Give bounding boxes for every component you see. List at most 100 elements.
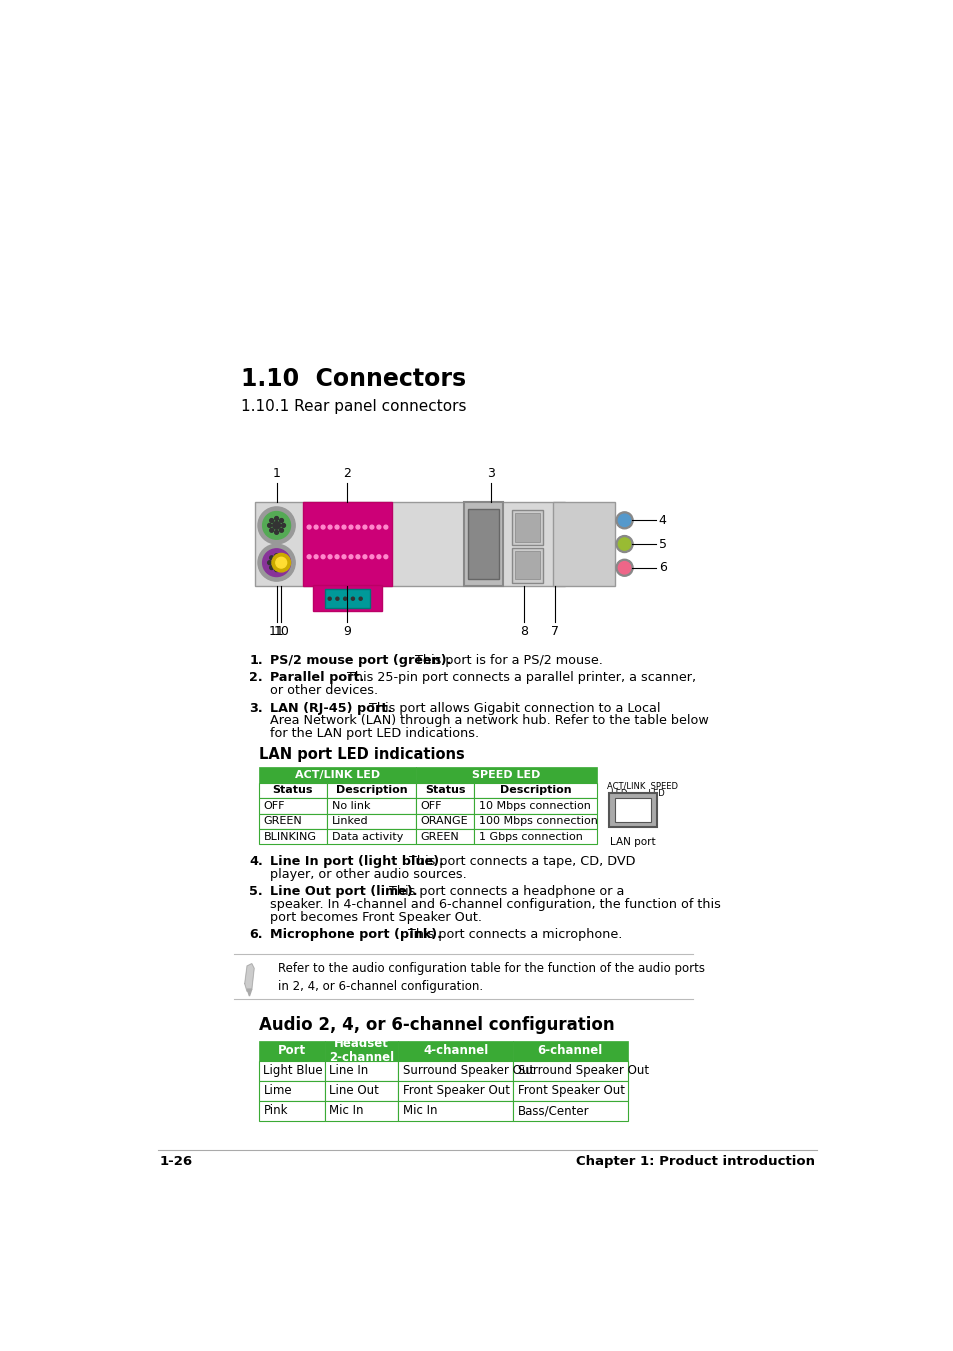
FancyBboxPatch shape bbox=[608, 793, 657, 827]
Text: 1.10.1 Rear panel connectors: 1.10.1 Rear panel connectors bbox=[241, 400, 466, 415]
Text: 1 Gbps connection: 1 Gbps connection bbox=[478, 832, 582, 842]
FancyBboxPatch shape bbox=[468, 509, 498, 578]
Circle shape bbox=[270, 519, 274, 523]
FancyBboxPatch shape bbox=[416, 782, 474, 798]
FancyBboxPatch shape bbox=[397, 1081, 513, 1101]
Text: for the LAN port LED indications.: for the LAN port LED indications. bbox=[270, 727, 479, 740]
FancyBboxPatch shape bbox=[513, 1101, 627, 1121]
FancyBboxPatch shape bbox=[324, 1101, 397, 1121]
Text: Audio 2, 4, or 6-channel configuration: Audio 2, 4, or 6-channel configuration bbox=[258, 1016, 614, 1034]
FancyBboxPatch shape bbox=[254, 501, 564, 586]
Text: Line In port (light blue).: Line In port (light blue). bbox=[270, 855, 444, 869]
Text: GREEN: GREEN bbox=[263, 816, 302, 827]
Text: ORANGE: ORANGE bbox=[420, 816, 468, 827]
Text: 7: 7 bbox=[550, 626, 558, 638]
Text: Line Out port (lime).: Line Out port (lime). bbox=[270, 885, 417, 898]
Text: 1.: 1. bbox=[249, 654, 263, 667]
FancyBboxPatch shape bbox=[324, 1061, 397, 1081]
Text: 6: 6 bbox=[658, 561, 666, 574]
Circle shape bbox=[616, 512, 633, 528]
Circle shape bbox=[270, 528, 274, 532]
FancyBboxPatch shape bbox=[474, 813, 596, 830]
Circle shape bbox=[616, 535, 633, 553]
Text: 3.: 3. bbox=[249, 701, 263, 715]
Circle shape bbox=[362, 526, 367, 530]
Polygon shape bbox=[245, 963, 253, 992]
Text: Data activity: Data activity bbox=[332, 832, 402, 842]
Circle shape bbox=[376, 526, 380, 530]
Text: Mic In: Mic In bbox=[402, 1104, 436, 1117]
Circle shape bbox=[355, 526, 359, 530]
Circle shape bbox=[270, 566, 274, 570]
Text: 11: 11 bbox=[269, 626, 284, 638]
FancyBboxPatch shape bbox=[512, 549, 542, 582]
FancyBboxPatch shape bbox=[397, 1061, 513, 1081]
FancyBboxPatch shape bbox=[324, 1040, 397, 1061]
Text: BLINKING: BLINKING bbox=[263, 832, 316, 842]
Text: 100 Mbps connection: 100 Mbps connection bbox=[478, 816, 598, 827]
Text: This 25-pin port connects a parallel printer, a scanner,: This 25-pin port connects a parallel pri… bbox=[343, 671, 696, 685]
Circle shape bbox=[618, 538, 630, 550]
FancyBboxPatch shape bbox=[474, 830, 596, 844]
Text: Bass/Center: Bass/Center bbox=[517, 1104, 589, 1117]
Circle shape bbox=[268, 561, 272, 565]
Text: Parallel port.: Parallel port. bbox=[270, 671, 364, 685]
Text: ACT/LINK LED: ACT/LINK LED bbox=[294, 770, 379, 780]
Circle shape bbox=[262, 549, 291, 577]
Circle shape bbox=[349, 526, 353, 530]
Text: 2: 2 bbox=[343, 467, 351, 480]
Text: Surround Speaker Out: Surround Speaker Out bbox=[402, 1065, 534, 1077]
Text: Front Speaker Out: Front Speaker Out bbox=[402, 1085, 509, 1097]
Text: Line Out: Line Out bbox=[329, 1085, 378, 1097]
Circle shape bbox=[274, 516, 278, 520]
Text: Front Speaker Out: Front Speaker Out bbox=[517, 1085, 624, 1097]
FancyBboxPatch shape bbox=[258, 830, 327, 844]
Circle shape bbox=[355, 555, 359, 559]
Text: This port connects a microphone.: This port connects a microphone. bbox=[403, 928, 621, 940]
FancyBboxPatch shape bbox=[327, 798, 416, 813]
Circle shape bbox=[307, 555, 311, 559]
Text: 6-channel: 6-channel bbox=[537, 1044, 602, 1058]
Text: This port connects a tape, CD, DVD: This port connects a tape, CD, DVD bbox=[405, 855, 635, 869]
Text: port becomes Front Speaker Out.: port becomes Front Speaker Out. bbox=[270, 911, 482, 924]
FancyBboxPatch shape bbox=[258, 782, 327, 798]
FancyBboxPatch shape bbox=[513, 1040, 627, 1061]
Text: 5.: 5. bbox=[249, 885, 263, 898]
FancyBboxPatch shape bbox=[513, 1081, 627, 1101]
Text: Line In: Line In bbox=[329, 1065, 368, 1077]
Text: Lime: Lime bbox=[263, 1085, 292, 1097]
Text: This port is for a PS/2 mouse.: This port is for a PS/2 mouse. bbox=[411, 654, 602, 667]
Circle shape bbox=[328, 555, 332, 559]
FancyBboxPatch shape bbox=[416, 767, 596, 782]
Text: Mic In: Mic In bbox=[329, 1104, 363, 1117]
Text: 9: 9 bbox=[343, 626, 351, 638]
Text: Linked: Linked bbox=[332, 816, 368, 827]
FancyBboxPatch shape bbox=[325, 589, 370, 608]
Circle shape bbox=[281, 561, 285, 565]
Circle shape bbox=[335, 597, 338, 600]
Circle shape bbox=[335, 555, 338, 559]
FancyBboxPatch shape bbox=[258, 798, 327, 813]
FancyBboxPatch shape bbox=[313, 585, 382, 611]
Text: This port allows Gigabit connection to a Local: This port allows Gigabit connection to a… bbox=[365, 701, 659, 715]
Text: Microphone port (pink).: Microphone port (pink). bbox=[270, 928, 442, 940]
Circle shape bbox=[279, 555, 283, 559]
Text: LAN (RJ-45) port.: LAN (RJ-45) port. bbox=[270, 701, 392, 715]
Text: OFF: OFF bbox=[420, 801, 442, 811]
Circle shape bbox=[270, 555, 274, 559]
Text: player, or other audio sources.: player, or other audio sources. bbox=[270, 867, 467, 881]
Circle shape bbox=[343, 597, 346, 600]
Circle shape bbox=[383, 526, 387, 530]
FancyBboxPatch shape bbox=[258, 1061, 324, 1081]
Circle shape bbox=[274, 567, 278, 571]
FancyBboxPatch shape bbox=[416, 798, 474, 813]
FancyBboxPatch shape bbox=[515, 513, 539, 542]
Circle shape bbox=[321, 526, 325, 530]
FancyBboxPatch shape bbox=[474, 798, 596, 813]
FancyBboxPatch shape bbox=[324, 1081, 397, 1101]
Text: LAN port: LAN port bbox=[610, 836, 656, 847]
Text: 2.: 2. bbox=[249, 671, 263, 685]
FancyBboxPatch shape bbox=[513, 1061, 627, 1081]
Text: 6.: 6. bbox=[249, 928, 263, 940]
FancyBboxPatch shape bbox=[474, 782, 596, 798]
